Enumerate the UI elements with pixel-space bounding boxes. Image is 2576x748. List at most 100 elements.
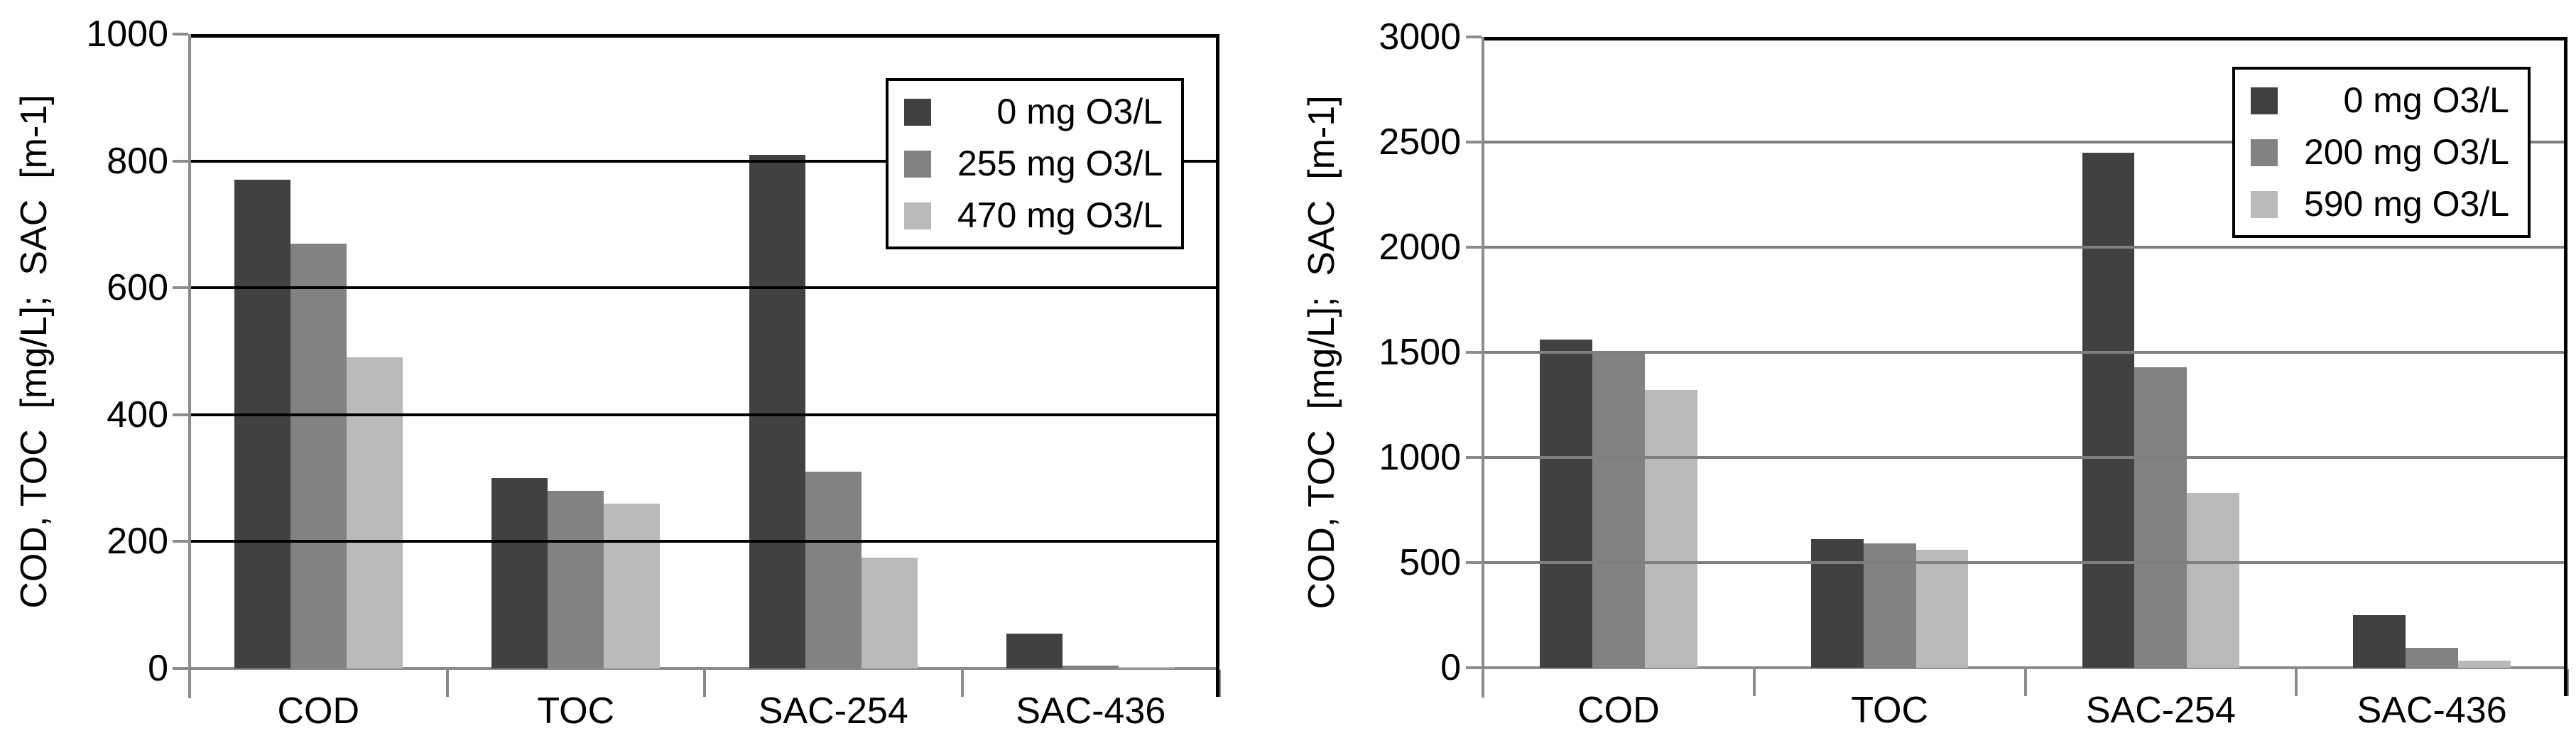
plot-right-border	[1216, 34, 1219, 697]
legend-label: 0 mg O3/L	[996, 92, 1163, 131]
legend-swatch-icon	[2251, 87, 2278, 114]
bar-sac-254-series1	[805, 472, 862, 668]
bar-sac-436-series2	[2458, 660, 2511, 668]
y-tick-mark	[1466, 141, 1482, 143]
bar-cod-series2	[1644, 390, 1697, 668]
x-axis-line	[1483, 666, 2567, 669]
bar-cod-series1	[290, 243, 347, 668]
y-tick-mark	[173, 286, 188, 290]
legend: 0 mg O3/L 200 mg O3/L 590 mg O3/L	[2232, 67, 2531, 238]
bar-sac-254-series2	[2187, 493, 2240, 668]
x-tick-mark	[2295, 669, 2298, 696]
legend-swatch-icon	[2251, 190, 2278, 218]
y-tick-mark	[1466, 351, 1482, 354]
bar-sac-254-series0	[749, 154, 805, 668]
category-slot-cod	[190, 34, 447, 668]
gridline	[1483, 141, 2567, 143]
chart-left: COD, TOC [mg/L]; SAC [m-1] 0 200 400 600 800 1…	[13, 13, 1221, 730]
y-tick-label: 400	[107, 394, 168, 435]
gridline	[190, 540, 1219, 543]
bar-group-sac-436	[1006, 34, 1175, 668]
bar-toc-series2	[1915, 550, 1969, 668]
plot-area: 0 mg O3/L 255 mg O3/L 470 mg O3/L	[173, 33, 1221, 698]
x-category-label: SAC-254	[758, 690, 908, 732]
x-axis-labels: COD TOC SAC-254 SAC-436	[190, 693, 1219, 730]
y-tick-mark	[1466, 456, 1482, 460]
plot-top-border	[190, 34, 1219, 38]
bar-group-sac-436	[2353, 37, 2511, 668]
bar-group-sac-254	[2082, 37, 2240, 668]
y-tick-label: 3000	[1379, 16, 1461, 58]
category-slot-sac-436	[962, 34, 1220, 668]
bar-sac-436-series1	[1063, 665, 1119, 668]
category-slot-toc	[447, 34, 705, 668]
y-tick-label: 1000	[1379, 437, 1461, 478]
category-slot-toc	[1754, 37, 2026, 668]
bar-group-cod	[1540, 37, 1697, 668]
gridline	[1483, 456, 2567, 460]
y-tick-mark	[1466, 666, 1482, 669]
x-axis-line	[190, 667, 1219, 670]
bar-sac-436-series2	[1119, 667, 1175, 668]
bar-sac-254-series0	[2082, 152, 2135, 668]
y-tick-mark	[173, 540, 188, 543]
x-tick-mark	[2566, 669, 2569, 696]
y-tick-label: 0	[1440, 647, 1461, 688]
legend-label: 200 mg O3/L	[2303, 132, 2509, 172]
legend-swatch-icon	[904, 202, 931, 229]
legend: 0 mg O3/L 255 mg O3/L 470 mg O3/L	[886, 78, 1184, 249]
x-category-label: SAC-436	[1016, 690, 1166, 732]
category-slot-cod	[1483, 37, 1754, 668]
x-tick-mark	[1218, 670, 1221, 697]
legend-swatch-icon	[904, 150, 931, 178]
bar-sac-436-series0	[2353, 615, 2406, 668]
x-tick-mark	[960, 670, 964, 697]
plot-right-border	[2564, 37, 2567, 696]
y-tick-label: 2000	[1379, 227, 1461, 268]
bar-cod-series0	[1540, 340, 1592, 668]
y-tick-label: 1500	[1379, 332, 1461, 373]
bar-sac-254-series2	[861, 557, 918, 668]
gridline	[190, 286, 1219, 290]
y-tick-mark	[1466, 246, 1482, 249]
y-tick-label: 500	[1399, 542, 1461, 583]
x-category-label: SAC-436	[2357, 690, 2507, 731]
gridline	[190, 159, 1219, 163]
gridline	[1483, 351, 2567, 354]
x-axis-labels: COD TOC SAC-254 SAC-436	[1483, 692, 2567, 729]
x-category-label: COD	[277, 690, 360, 732]
bar-toc-series1	[548, 490, 604, 668]
plot-top-border	[1483, 37, 2567, 40]
y-tick-label: 1000	[86, 13, 168, 55]
y-tick-label: 2500	[1379, 121, 1461, 163]
y-axis-line	[188, 34, 191, 698]
y-tick-label: 800	[107, 140, 168, 182]
legend-label: 470 mg O3/L	[957, 195, 1163, 235]
category-slot-sac-436	[2296, 37, 2567, 668]
gridline	[1483, 561, 2567, 565]
gridline	[190, 413, 1219, 416]
bar-toc-series0	[491, 478, 548, 668]
chart-right: COD, TOC [mg/L]; SAC [m-1] 0 500 1000 1500 20…	[1288, 0, 2575, 748]
bar-sac-254-series1	[2134, 367, 2188, 668]
y-tick-label: 200	[107, 521, 168, 563]
x-category-label: COD	[1577, 690, 1660, 731]
y-tick-mark	[173, 159, 188, 163]
bar-sac-436-series1	[2406, 647, 2459, 668]
plot-area: 0 mg O3/L 200 mg O3/L 590 mg O3/L	[1466, 36, 2569, 698]
bar-cod-series1	[1592, 352, 1645, 668]
bar-toc-series2	[604, 503, 661, 668]
y-axis-line	[1482, 37, 1484, 698]
bar-group-toc	[491, 34, 661, 668]
x-category-label: TOC	[537, 690, 615, 732]
category-slot-sac-254	[2026, 37, 2297, 668]
x-category-label: TOC	[1851, 690, 1929, 731]
category-slot-sac-254	[705, 34, 962, 668]
bar-group-toc	[1810, 37, 1969, 668]
legend-label: 0 mg O3/L	[2343, 80, 2509, 120]
bar-toc-series1	[1863, 543, 1916, 668]
bar-groups	[190, 34, 1219, 668]
bar-sac-436-series0	[1006, 633, 1063, 668]
y-tick-mark	[173, 667, 188, 670]
